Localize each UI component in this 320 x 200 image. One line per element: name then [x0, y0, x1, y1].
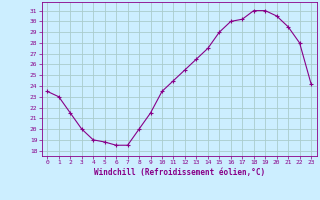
- X-axis label: Windchill (Refroidissement éolien,°C): Windchill (Refroidissement éolien,°C): [94, 168, 265, 177]
